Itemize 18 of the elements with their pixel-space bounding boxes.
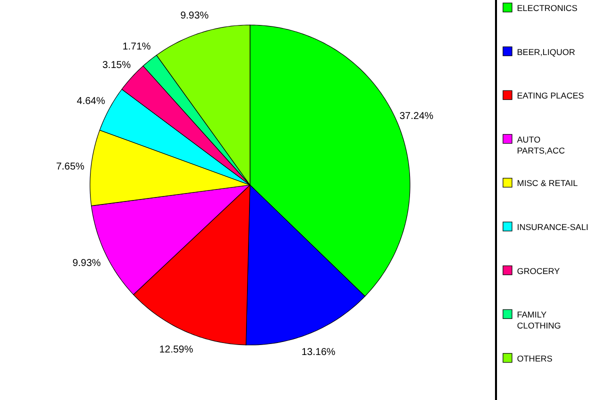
- data-label: 4.64%: [76, 96, 106, 107]
- legend-label: MISC & RETAIL: [517, 178, 578, 188]
- legend-label: ELECTRONICS: [517, 3, 578, 13]
- legend-label: FAMILY CLOTHING: [517, 310, 561, 331]
- legend-label: AUTO PARTS,ACC: [517, 134, 565, 156]
- legend-label: INSURANCE-SALI: [517, 222, 588, 232]
- data-label: 7.65%: [56, 161, 85, 172]
- data-label: 37.24%: [400, 111, 434, 122]
- data-label: 12.59%: [159, 344, 194, 356]
- data-label: 3.15%: [102, 60, 131, 72]
- legend-label: GROCERY: [517, 266, 560, 276]
- legend-label: OTHERS: [517, 353, 553, 364]
- legend-label: EATING PLACES: [517, 90, 584, 101]
- data-label: 1.71%: [122, 41, 151, 52]
- legend-label: BEER,LIQUOR: [517, 46, 576, 57]
- data-label: 13.16%: [301, 346, 336, 358]
- data-label: 9.93%: [180, 10, 209, 22]
- data-label: 9.93%: [72, 258, 101, 269]
